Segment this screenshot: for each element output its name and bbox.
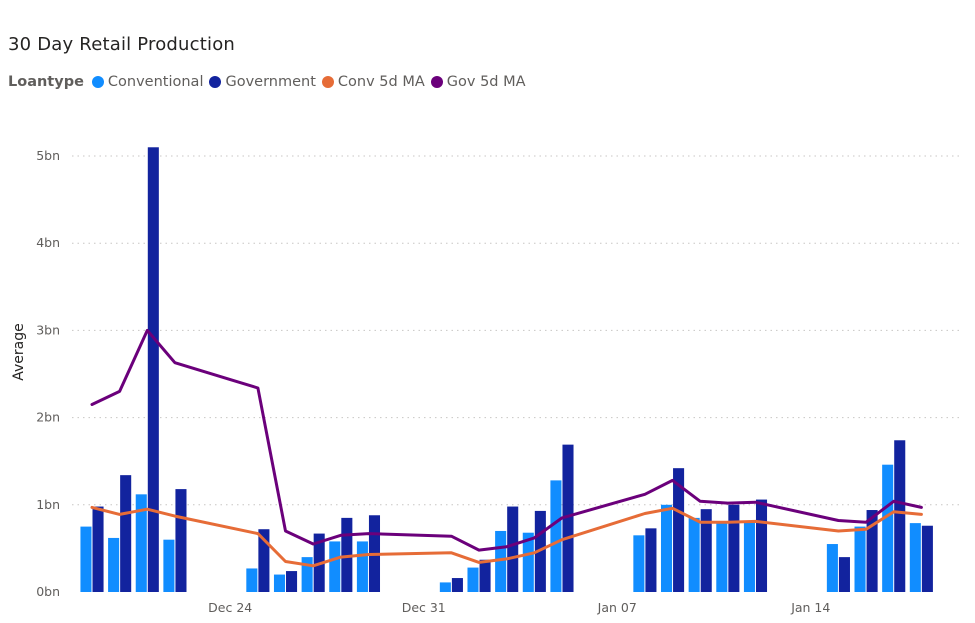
bar-conventional [826,544,838,592]
line-gov-5d-ma [90,328,923,552]
legend-item-conv-5d-ma[interactable]: Conv 5d MA [321,74,425,90]
bar-government [147,147,159,592]
legend: Loantype Conventional Government Conv 5d… [8,74,532,90]
bar-conventional [743,522,755,592]
legend-dot-conventional [91,76,104,88]
bar-conventional [329,541,341,592]
bar-conventional [439,582,451,592]
bar-conventional [688,517,700,592]
bar-government [92,506,104,592]
y-tick-label: 4bn [36,235,60,250]
legend-label-government: Government [225,74,316,90]
legend-dot-conv-5d-ma [321,76,334,88]
chart-title: 30 Day Retail Production [8,34,236,55]
legend-title: Loantype [8,74,84,90]
line-conv-5d-ma [90,505,923,568]
bar-government [673,468,685,592]
bar-government [120,475,132,592]
y-tick-label: 1bn [36,497,60,512]
bar-conventional [301,557,313,592]
x-axis: Dec 24 Dec 31 Jan 07 Jan 14 [208,600,830,615]
x-tick-label: Dec 24 [208,600,252,615]
bar-conventional [273,574,286,592]
y-tick-label: 3bn [36,322,60,337]
legend-dot-gov-5d-ma [430,76,443,88]
x-tick-label: Jan 07 [597,600,637,615]
bar-conventional [633,535,645,592]
bar-government [479,559,491,592]
bar-conventional [522,532,534,592]
legend-label-gov-5d-ma: Gov 5d MA [446,74,526,90]
bar-conventional [80,526,92,592]
bar-conventional [246,568,258,592]
bar-conventional [163,539,175,592]
bar-government [258,529,270,592]
bar-conventional [716,522,728,592]
gridlines [72,155,962,506]
bar-government [921,525,933,592]
bar-government [838,557,850,592]
legend-item-government[interactable]: Government [209,74,316,90]
bar-conventional [660,504,673,592]
bar-government [645,528,657,592]
bar-government [755,499,768,592]
y-tick-label: 0bn [36,584,60,599]
bar-government [286,571,298,592]
bar-conventional [467,567,479,592]
bar-government [562,444,574,592]
bar-conventional [356,541,368,592]
bar-government [728,504,740,592]
bar-government [341,517,353,592]
y-tick-label: 2bn [36,410,60,425]
x-tick-label: Jan 14 [790,600,830,615]
y-axis: 0bn 1bn 2bn 3bn 4bn 5bn [36,148,60,599]
bar-government [700,509,712,592]
bar-conventional [108,537,120,592]
bar-conventional [550,480,562,592]
bar-conventional [909,523,921,592]
legend-label-conventional: Conventional [107,74,204,90]
bar-government [894,440,906,592]
bar-government [866,510,878,592]
bars [80,147,933,592]
x-tick-label: Dec 31 [402,600,446,615]
bar-conventional [882,464,894,592]
y-axis-label: Average [11,323,27,381]
legend-label-conv-5d-ma: Conv 5d MA [337,74,425,90]
bar-government [507,506,519,592]
bar-conventional [495,530,507,592]
lines [90,328,923,568]
y-tick-label: 5bn [36,148,60,163]
legend-item-conventional[interactable]: Conventional [91,74,204,90]
legend-item-gov-5d-ma[interactable]: Gov 5d MA [430,74,526,90]
legend-dot-government [209,76,222,88]
bar-conventional [135,494,147,592]
bar-government [451,578,463,592]
bar-conventional [854,526,866,592]
bar-government [175,489,187,592]
